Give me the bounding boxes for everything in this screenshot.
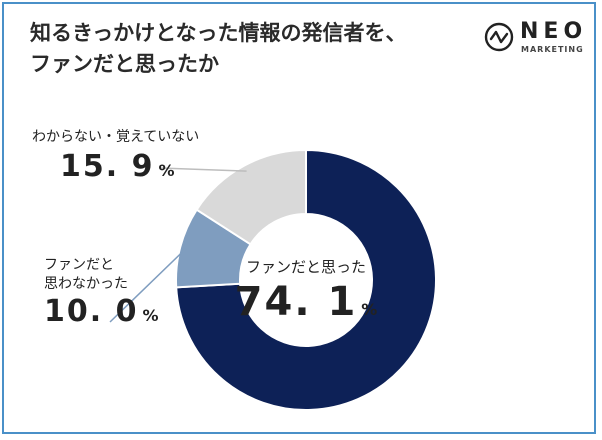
value-unknown: 15. 9: [60, 149, 155, 184]
donut-slice-unknown: [195, 148, 307, 246]
chart-title-line-2: ファンだと思ったか: [30, 52, 219, 76]
label-fan: ファンだと思った 74. 1%: [226, 258, 386, 325]
label-not-fan-line-2: 思わなかった: [44, 276, 128, 292]
label-unknown-text: わからない・覚えていない: [32, 129, 200, 145]
percent-sign-fan: %: [361, 300, 378, 319]
value-not-fan: 10. 0: [44, 294, 139, 329]
label-unknown-value: 15. 9%: [60, 149, 199, 184]
label-fan-text: ファンだと思った: [245, 258, 366, 276]
donut-slice-fan: [175, 148, 437, 411]
label-unknown: わからない・覚えていない 15. 9%: [32, 128, 199, 184]
leader-line-unknown: [159, 167, 247, 172]
label-not-fan-value: 10. 0%: [44, 294, 159, 329]
percent-sign-unknown: %: [158, 161, 175, 180]
value-fan: 74. 1: [234, 279, 358, 325]
chart-title-line-1: 知るきっかけとなった情報の発信者を、: [30, 21, 407, 45]
logo-subtitle: MARKETING: [521, 45, 584, 54]
label-not-fan: ファンだと 思わなかった 10. 0%: [44, 256, 159, 329]
logo-name: NEO: [520, 19, 588, 44]
label-fan-value: 74. 1%: [226, 279, 386, 325]
label-not-fan-line-1: ファンだと: [44, 257, 114, 273]
percent-sign-not-fan: %: [142, 306, 159, 325]
neo-logo-icon: [484, 22, 514, 52]
neo-marketing-logo: NEO MARKETING: [484, 18, 584, 58]
leader-line-not-fan: [109, 247, 187, 323]
chart-title: 知るきっかけとなった情報の発信者を、 ファンだと思ったか: [30, 18, 470, 80]
